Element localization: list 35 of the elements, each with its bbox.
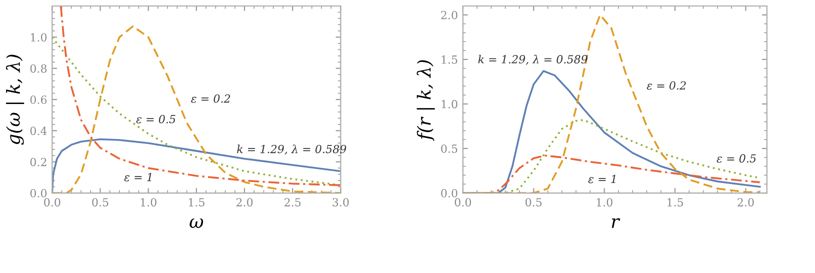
line-series bbox=[462, 14, 761, 194]
x-tick-label: 3.0 bbox=[332, 198, 349, 206]
annotation: ε = 0.5 bbox=[136, 114, 176, 124]
y-tick-label: 0.2 bbox=[30, 158, 46, 166]
y-tick-label: 0.5 bbox=[441, 144, 458, 153]
annotation: ε = 0.2 bbox=[646, 81, 686, 90]
y-tick-label: 0.0 bbox=[441, 188, 458, 198]
y-axis-title: f(r | k, λ) bbox=[416, 60, 435, 142]
x-tick-label: 2.0 bbox=[738, 198, 754, 206]
y-tick-label: 2.0 bbox=[441, 10, 458, 20]
annotation: ε = 0.2 bbox=[191, 94, 230, 103]
x-tick-label: 1.0 bbox=[596, 198, 612, 206]
y-tick-label: 0.0 bbox=[30, 188, 47, 198]
x-tick-label: 0.0 bbox=[44, 198, 60, 206]
x-tick-label: 1.0 bbox=[140, 198, 156, 206]
x-tick-label: 1.5 bbox=[668, 198, 683, 206]
y-tick-label: 0.4 bbox=[30, 126, 47, 136]
x-axis-title: ω bbox=[190, 218, 204, 228]
x-tick-label: 0.5 bbox=[526, 198, 542, 206]
annotation: ε = 0.5 bbox=[716, 154, 756, 163]
y-axis-title: g(ω | k, λ) bbox=[6, 54, 24, 145]
y-tick-label: 1.0 bbox=[30, 33, 47, 42]
y-tick-label: 0.6 bbox=[30, 95, 47, 104]
x-tick-label: 1.5 bbox=[188, 198, 204, 206]
annotation: ε = 1 bbox=[588, 174, 616, 184]
annotation: ε = 1 bbox=[124, 172, 152, 182]
y-tick-label: 0.8 bbox=[30, 64, 47, 73]
annotation: k = 1.29, λ = 0.589 bbox=[237, 144, 346, 155]
x-tick-label: 2.0 bbox=[236, 198, 253, 206]
x-tick-label: 2.5 bbox=[284, 198, 301, 206]
x-axis-title: r bbox=[612, 218, 620, 228]
x-tick-label: 0.0 bbox=[454, 198, 472, 206]
x-tick-label: 0.5 bbox=[92, 198, 108, 206]
y-tick-label: 1.0 bbox=[442, 100, 458, 108]
y-tick-label: 1.5 bbox=[442, 55, 458, 64]
